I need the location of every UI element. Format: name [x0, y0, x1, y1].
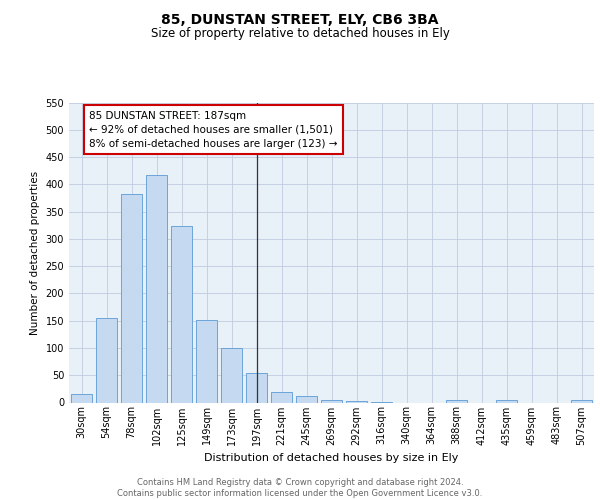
Bar [321, 400, 342, 402]
Text: 85 DUNSTAN STREET: 187sqm
← 92% of detached houses are smaller (1,501)
8% of sem: 85 DUNSTAN STREET: 187sqm ← 92% of detac… [89, 110, 337, 148]
Bar [296, 396, 317, 402]
Bar [221, 348, 242, 403]
Y-axis label: Number of detached properties: Number of detached properties [30, 170, 40, 334]
X-axis label: Distribution of detached houses by size in Ely: Distribution of detached houses by size … [205, 453, 458, 463]
Text: Contains HM Land Registry data © Crown copyright and database right 2024.
Contai: Contains HM Land Registry data © Crown c… [118, 478, 482, 498]
Bar [171, 226, 192, 402]
Bar [571, 400, 592, 402]
Text: 85, DUNSTAN STREET, ELY, CB6 3BA: 85, DUNSTAN STREET, ELY, CB6 3BA [161, 12, 439, 26]
Bar [196, 320, 217, 402]
Text: Size of property relative to detached houses in Ely: Size of property relative to detached ho… [151, 28, 449, 40]
Bar [146, 175, 167, 402]
Bar [446, 400, 467, 402]
Bar [121, 194, 142, 402]
Bar [496, 400, 517, 402]
Bar [96, 318, 117, 402]
Bar [71, 394, 92, 402]
Bar [246, 372, 267, 402]
Bar [271, 392, 292, 402]
